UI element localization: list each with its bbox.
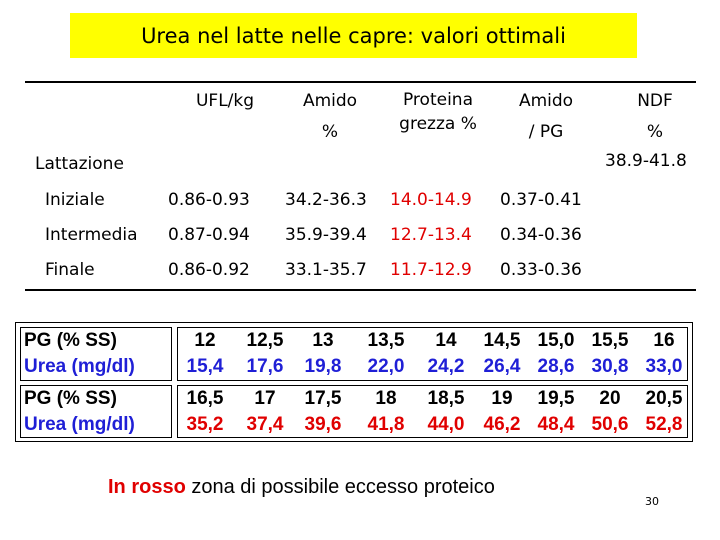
pg-value: 17: [254, 388, 276, 409]
header-amido-pg-line1: Amido: [518, 91, 574, 111]
header-ndf: NDF %: [620, 88, 690, 146]
cell-amido: 33.1-35.7: [285, 260, 367, 280]
cell-proteina: 11.7-12.9: [390, 260, 472, 280]
cell-amido: 34.2-36.3: [285, 190, 367, 210]
row-label: Intermedia: [45, 225, 138, 245]
pg-value: 13,5: [367, 330, 405, 351]
urea-value: 39,6: [304, 414, 342, 435]
urea-value: 33,0: [645, 356, 683, 377]
urea-value: 30,8: [591, 356, 629, 377]
header-ufl: UFL/kg: [180, 88, 270, 115]
urea-value: 48,4: [537, 414, 575, 435]
cell-amido: 35.9-39.4: [285, 225, 367, 245]
label-cell-block-1: [20, 327, 172, 381]
cell-amido-pg: 0.34-0.36: [500, 225, 582, 245]
urea-value: 35,2: [186, 414, 224, 435]
pg-label: PG (% SS): [24, 330, 117, 351]
urea-value: 44,0: [427, 414, 465, 435]
values-cell-block-2: [177, 385, 688, 438]
pg-value: 19,5: [537, 388, 575, 409]
slide-title: Urea nel latte nelle capre: valori ottim…: [70, 13, 637, 58]
urea-label: Urea (mg/dl): [24, 356, 135, 377]
header-amido-line1: Amido: [302, 91, 358, 111]
pg-value: 20,5: [645, 388, 683, 409]
note-red: In rosso: [108, 476, 186, 498]
cell-ufl: 0.87-0.94: [168, 225, 250, 245]
header-amido-line2: %: [321, 122, 339, 142]
pg-value: 15,0: [537, 330, 575, 351]
urea-value: 46,2: [483, 414, 521, 435]
table-top-rule: [25, 81, 696, 83]
page-number: 30: [645, 495, 659, 508]
pg-value: 13: [312, 330, 334, 351]
pg-label: PG (% SS): [24, 388, 117, 409]
header-proteina: Proteina grezza %: [388, 88, 488, 136]
pg-value: 20: [599, 388, 621, 409]
urea-value: 15,4: [186, 356, 224, 377]
urea-value: 28,6: [537, 356, 575, 377]
urea-value: 37,4: [246, 414, 284, 435]
pg-value: 14: [435, 330, 457, 351]
cell-proteina: 14.0-14.9: [390, 190, 472, 210]
label-cell-block-2: [20, 385, 172, 438]
urea-value: 19,8: [304, 356, 342, 377]
ndf-value: 38.9-41.8: [605, 151, 687, 171]
pg-value: 12: [194, 330, 216, 351]
pg-value: 15,5: [591, 330, 629, 351]
header-proteina-line2: grezza %: [399, 114, 477, 134]
urea-value: 26,4: [483, 356, 521, 377]
values-cell-block-1: [177, 327, 688, 381]
pg-value: 12,5: [246, 330, 284, 351]
urea-value: 50,6: [591, 414, 629, 435]
cell-amido-pg: 0.33-0.36: [500, 260, 582, 280]
pg-value: 19: [491, 388, 513, 409]
pg-value: 18: [375, 388, 397, 409]
urea-value: 24,2: [427, 356, 465, 377]
slide-title-text: Urea nel latte nelle capre: valori ottim…: [141, 23, 566, 48]
header-ndf-line2: %: [646, 122, 664, 142]
header-amido: Amido %: [290, 88, 370, 146]
pg-value: 14,5: [483, 330, 521, 351]
note-rest: zona di possibile eccesso proteico: [185, 476, 495, 498]
urea-value: 22,0: [367, 356, 405, 377]
urea-label: Urea (mg/dl): [24, 414, 135, 435]
pg-value: 16,5: [186, 388, 224, 409]
urea-value: 52,8: [645, 414, 683, 435]
pg-value: 16: [653, 330, 675, 351]
note: In rosso zona di possibile eccesso prote…: [108, 476, 495, 499]
pg-value: 18,5: [427, 388, 465, 409]
row-label: Finale: [45, 260, 95, 280]
cell-ufl: 0.86-0.92: [168, 260, 250, 280]
header-amido-pg-line2: / PG: [528, 122, 564, 142]
header-ufl-text: UFL/kg: [195, 91, 255, 111]
row-label: Iniziale: [45, 190, 105, 210]
lattazione-label: Lattazione: [35, 154, 124, 174]
cell-amido-pg: 0.37-0.41: [500, 190, 582, 210]
pg-urea-table: [15, 322, 693, 442]
header-ndf-line1: NDF: [637, 91, 673, 111]
header-proteina-line1: Proteina: [402, 90, 473, 110]
cell-proteina: 12.7-13.4: [390, 225, 472, 245]
urea-value: 41,8: [367, 414, 405, 435]
urea-value: 17,6: [246, 356, 284, 377]
header-amido-pg: Amido / PG: [506, 88, 586, 146]
pg-value: 17,5: [304, 388, 342, 409]
cell-ufl: 0.86-0.93: [168, 190, 250, 210]
table-bottom-rule: [25, 289, 696, 291]
